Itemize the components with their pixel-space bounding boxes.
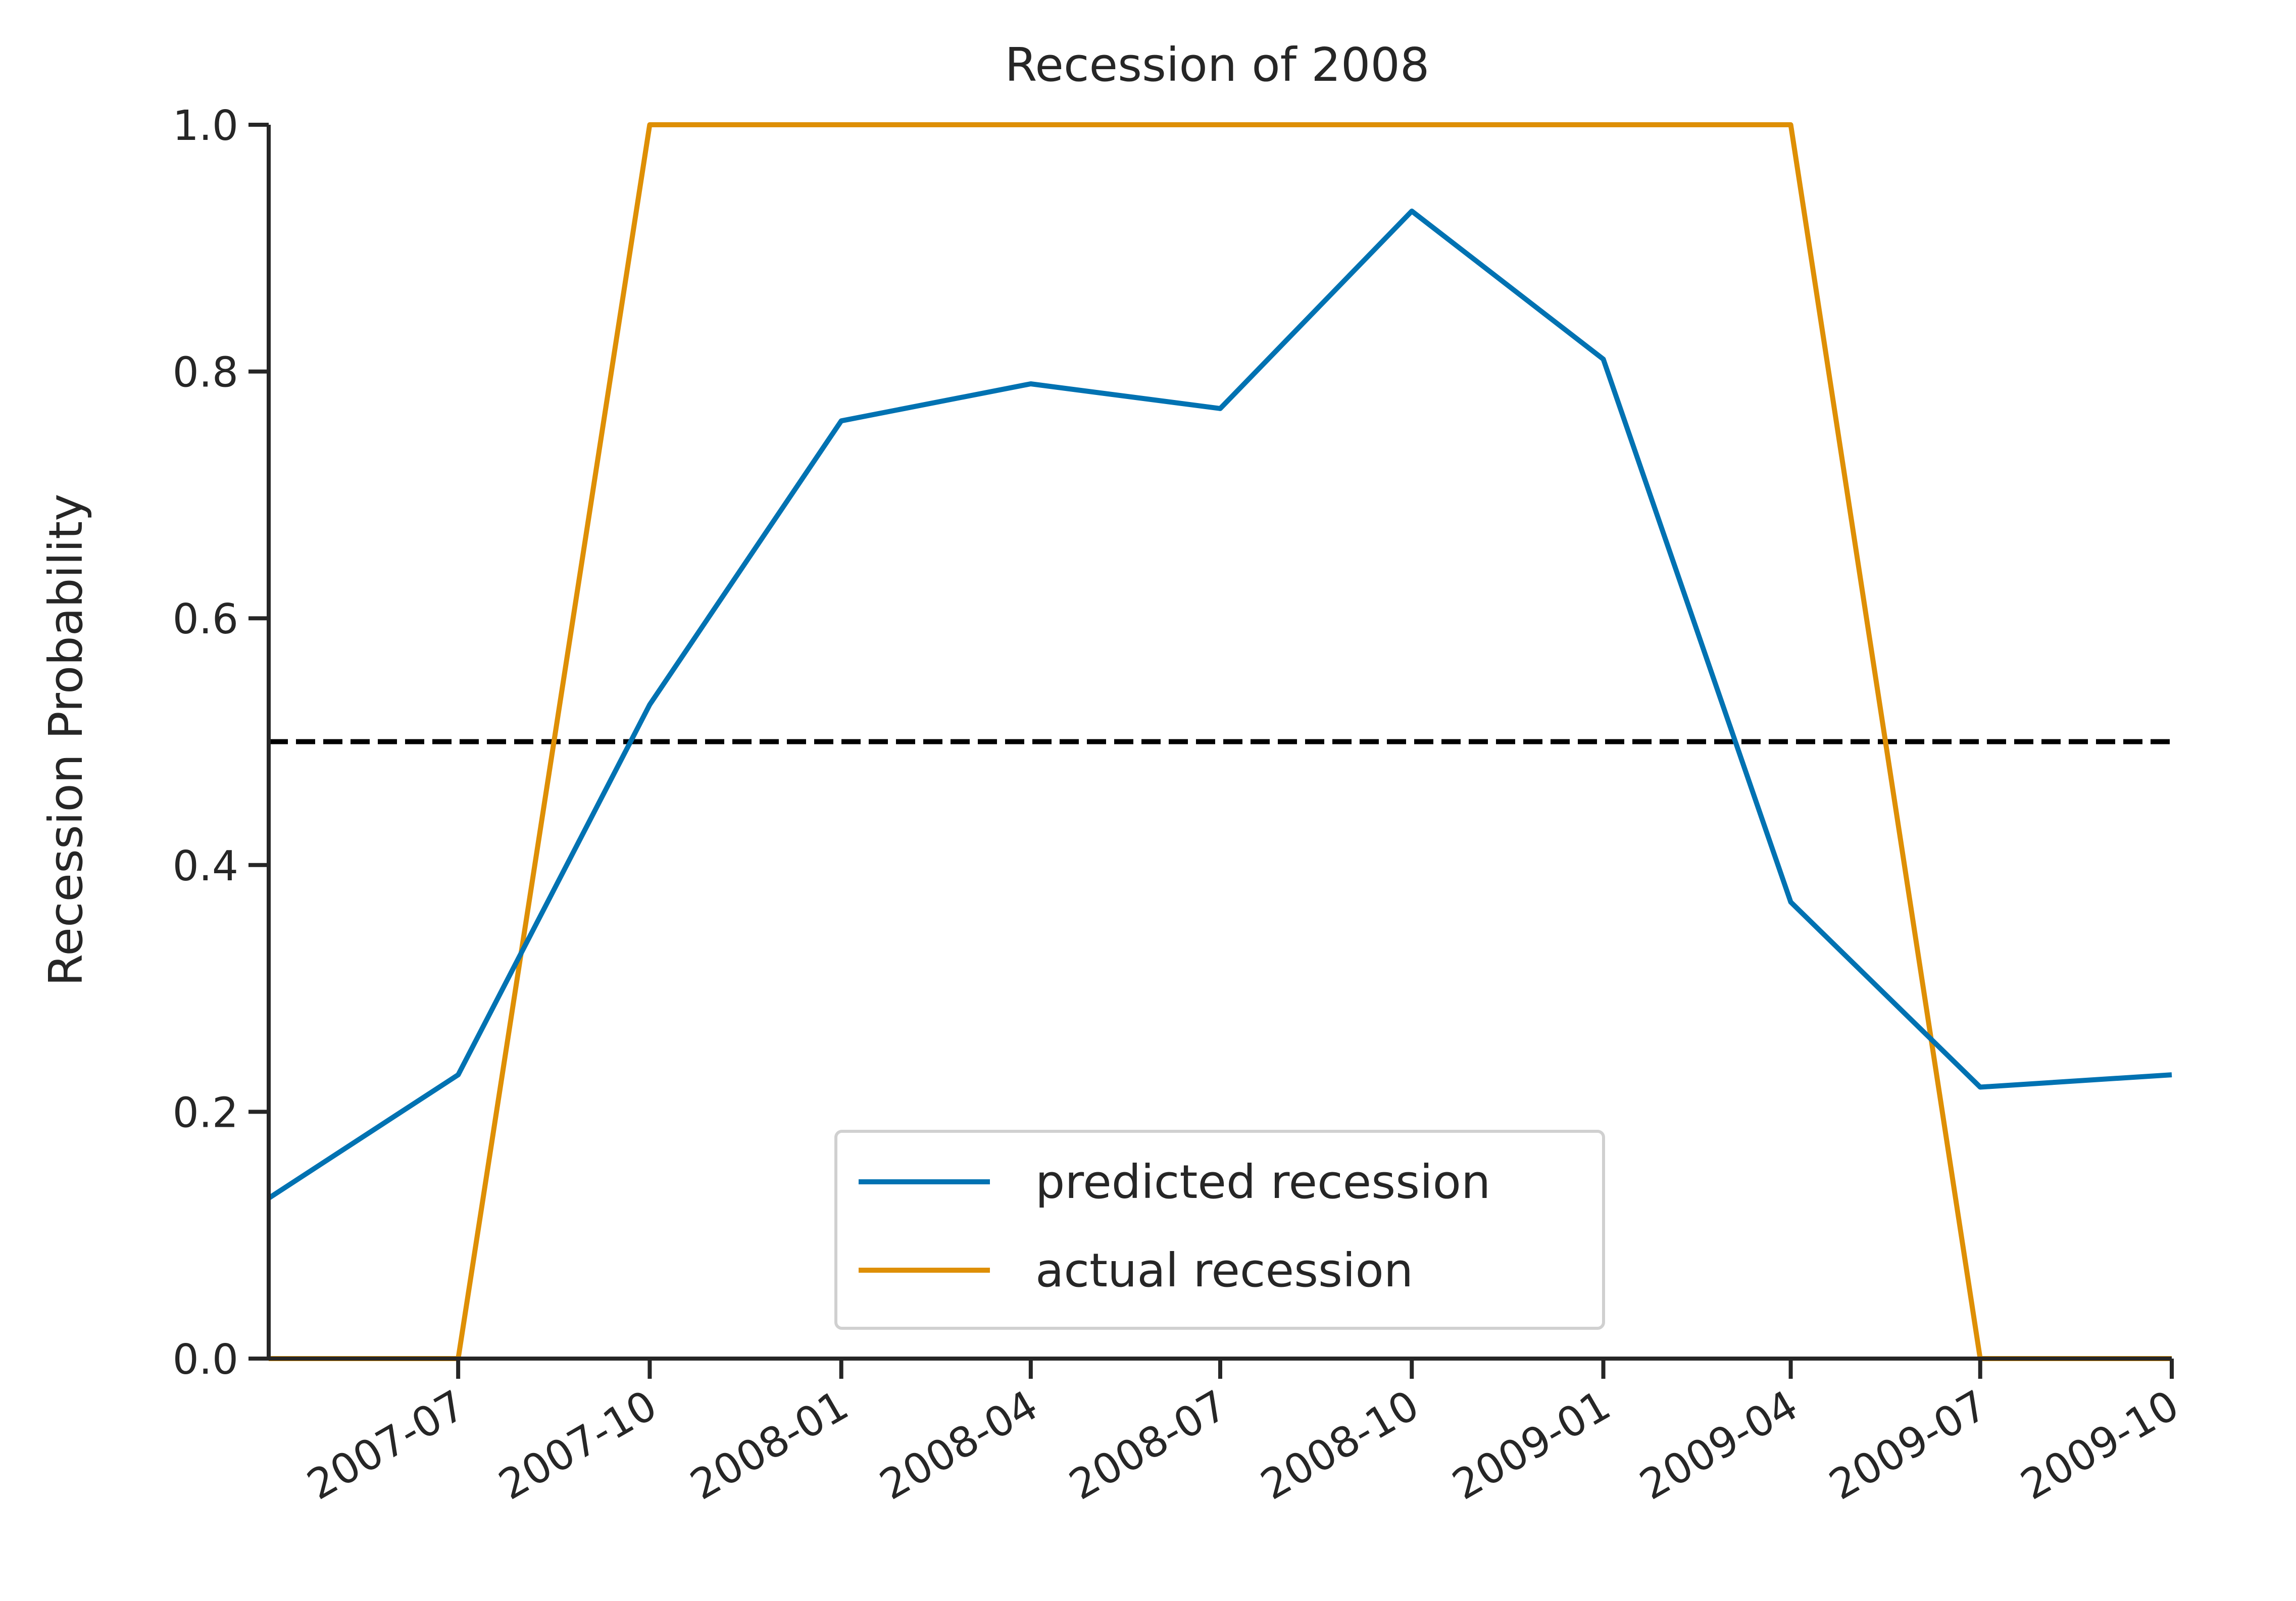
y-tick-label: 0.8	[173, 349, 238, 397]
x-tick-label: 2007-07	[300, 1381, 473, 1510]
x-tick-label: 2009-04	[1632, 1381, 1806, 1510]
y-tick-label: 0.4	[173, 842, 238, 890]
x-tick-label: 2009-01	[1444, 1381, 1618, 1510]
legend: predicted recession actual recession	[834, 1130, 1605, 1330]
x-tick-label: 2007-10	[491, 1381, 665, 1510]
x-axis: 2007-07 2007-10 2008-01 2008-04 2008-07 2008-…	[269, 1357, 2187, 1510]
legend-label-predicted-recession: predicted recession	[1035, 1155, 1490, 1209]
x-tick-label: 2009-10	[2013, 1381, 2187, 1510]
legend-box	[834, 1130, 1605, 1330]
y-tick-label: 0.0	[173, 1336, 238, 1384]
x-tick-label: 2009-07	[1822, 1381, 1995, 1510]
y-tick-label: 0.2	[173, 1089, 238, 1137]
x-tick-label: 2008-04	[872, 1381, 1046, 1510]
x-tick-label: 2008-07	[1062, 1381, 1235, 1510]
y-axis: 0.0 0.2 0.4 0.6 0.8 1.0	[173, 102, 271, 1384]
y-tick-label: 1.0	[173, 102, 238, 150]
y-axis-title: Recession Probability	[39, 493, 93, 986]
y-tick-label: 0.6	[173, 595, 238, 643]
series-line-predicted-recession	[267, 209, 2172, 1200]
series-line-actual-recession	[269, 122, 2172, 1361]
legend-label-actual-recession: actual recession	[1035, 1243, 1413, 1297]
x-tick-label: 2008-10	[1253, 1381, 1427, 1510]
plot-area	[267, 122, 2172, 1361]
x-tick-label: 2008-01	[682, 1381, 856, 1510]
chart-title: Recession of 2008	[1005, 38, 1430, 92]
